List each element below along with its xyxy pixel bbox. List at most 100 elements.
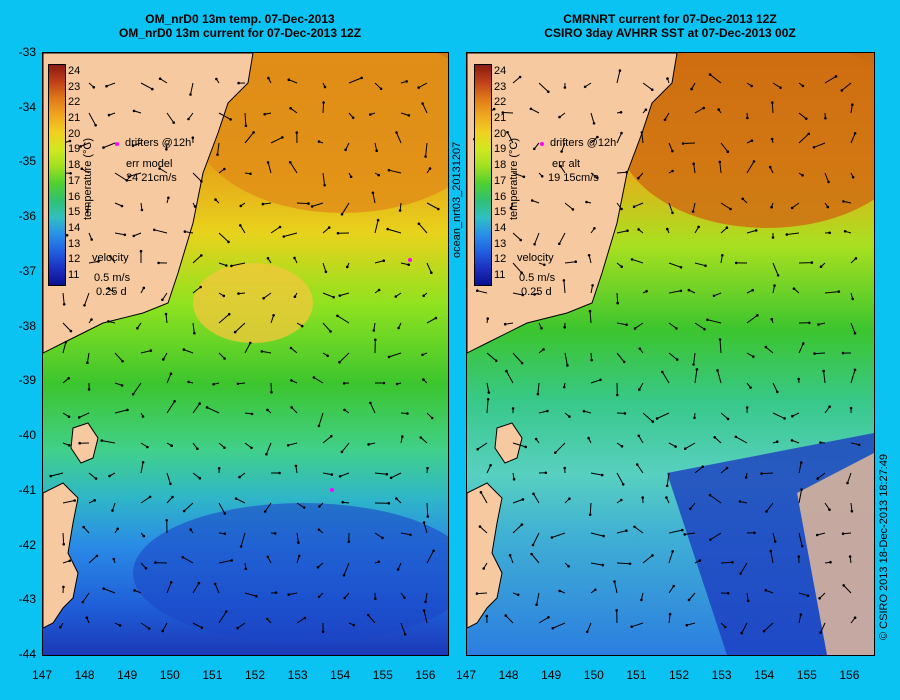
longitude-tick-label: 156	[839, 668, 860, 682]
current-arrow	[166, 496, 173, 504]
credit-label: © CSIRO 2013 18-Dec-2013 18:27:49	[878, 453, 890, 640]
current-arrow-head	[249, 341, 252, 345]
tasmania-coast	[43, 482, 79, 629]
current-arrow	[81, 168, 90, 174]
latitude-tick-label: -35	[18, 154, 36, 169]
current-arrow	[512, 172, 525, 178]
current-arrow-head	[149, 349, 153, 352]
current-arrow	[289, 162, 298, 174]
current-arrow-head	[602, 534, 605, 538]
current-arrow-head	[594, 588, 597, 592]
current-arrow	[772, 262, 779, 276]
current-arrow-head	[157, 261, 160, 265]
current-arrow-head	[853, 616, 857, 619]
current-arrow	[798, 462, 802, 474]
current-arrow-head	[82, 525, 85, 529]
flinders-island	[494, 422, 523, 464]
current-arrow-head	[542, 348, 545, 351]
current-arrow-head	[640, 131, 644, 134]
current-arrow	[560, 165, 566, 174]
current-arrow	[634, 526, 644, 534]
left-title-line1: OM_nrD0 13m temp. 07-Dec-2013	[145, 12, 335, 26]
current-arrow-head	[233, 330, 237, 334]
colorbar-tick-label: 14	[68, 222, 81, 234]
current-arrow	[590, 472, 603, 476]
current-arrow	[62, 342, 67, 354]
current-arrow-head	[323, 85, 327, 89]
current-arrow-head	[329, 330, 332, 333]
current-arrow-head	[734, 261, 738, 265]
current-arrow-head	[672, 584, 675, 588]
current-arrow-head	[683, 533, 686, 536]
colorbar-tick-label: 23	[494, 80, 507, 93]
current-arrow-head	[797, 377, 800, 381]
current-arrow-head	[131, 393, 135, 396]
current-arrow	[231, 262, 246, 267]
current-arrow	[824, 172, 829, 183]
current-arrow	[798, 614, 802, 624]
current-arrow-head	[250, 446, 253, 450]
current-arrow-head	[244, 124, 248, 128]
current-arrow-head	[521, 498, 525, 501]
current-arrow	[841, 82, 852, 91]
current-arrow-head	[86, 361, 89, 365]
current-arrow	[590, 379, 601, 384]
current-arrow-head	[59, 626, 62, 629]
current-arrow	[184, 231, 194, 234]
current-arrow-head	[151, 87, 154, 91]
current-arrow-head	[239, 204, 243, 208]
left-drifters-label: drifters @12h	[125, 137, 192, 149]
current-arrow-head	[806, 594, 810, 597]
current-arrow-head	[568, 497, 571, 501]
current-arrow-head	[487, 391, 491, 394]
current-arrow	[709, 74, 722, 84]
current-arrow	[720, 227, 728, 234]
current-arrow-head	[792, 287, 796, 290]
current-arrow	[668, 290, 681, 294]
current-arrow	[296, 202, 309, 205]
current-arrow-head	[107, 113, 111, 117]
current-arrow	[337, 315, 350, 324]
longitude-tick-label: 147	[31, 668, 53, 682]
current-arrow-head	[571, 208, 575, 211]
current-arrow-head	[102, 587, 105, 590]
current-arrow-head	[818, 597, 821, 600]
current-arrow-head	[223, 512, 227, 515]
current-arrow-head	[638, 388, 641, 391]
current-arrow-head	[81, 600, 85, 604]
current-arrow	[850, 104, 853, 114]
current-arrow-head	[651, 554, 654, 557]
current-arrow-head	[282, 235, 286, 238]
current-arrow-head	[563, 466, 566, 470]
current-arrow-head	[249, 172, 252, 176]
current-arrow-head	[718, 338, 722, 341]
current-arrow-head	[338, 475, 342, 478]
current-arrow	[770, 551, 774, 564]
current-arrow	[735, 436, 748, 444]
current-arrow	[616, 230, 628, 234]
current-arrow	[616, 292, 619, 304]
longitude-tick-label: 152	[244, 668, 266, 682]
current-arrow-head	[828, 405, 831, 409]
current-arrow-head	[754, 229, 758, 232]
current-arrow	[641, 132, 644, 144]
current-arrow	[720, 255, 723, 264]
current-arrow	[166, 112, 175, 123]
current-arrow	[771, 102, 774, 114]
current-arrow-head	[482, 567, 485, 570]
current-arrow	[296, 532, 299, 543]
current-arrow-head	[726, 417, 730, 421]
current-arrow-head	[426, 515, 430, 518]
current-arrow-head	[171, 495, 174, 499]
current-arrow-head	[808, 321, 811, 325]
current-arrow	[161, 292, 168, 301]
current-arrow-head	[645, 289, 648, 293]
current-arrow-head	[535, 603, 538, 606]
current-arrow-head	[511, 407, 515, 410]
current-arrow-head	[153, 228, 156, 232]
current-arrow-head	[591, 284, 594, 287]
current-arrow-head	[340, 213, 344, 216]
current-arrow-head	[776, 390, 779, 394]
current-arrow-head	[596, 135, 599, 139]
current-arrow	[666, 472, 670, 486]
